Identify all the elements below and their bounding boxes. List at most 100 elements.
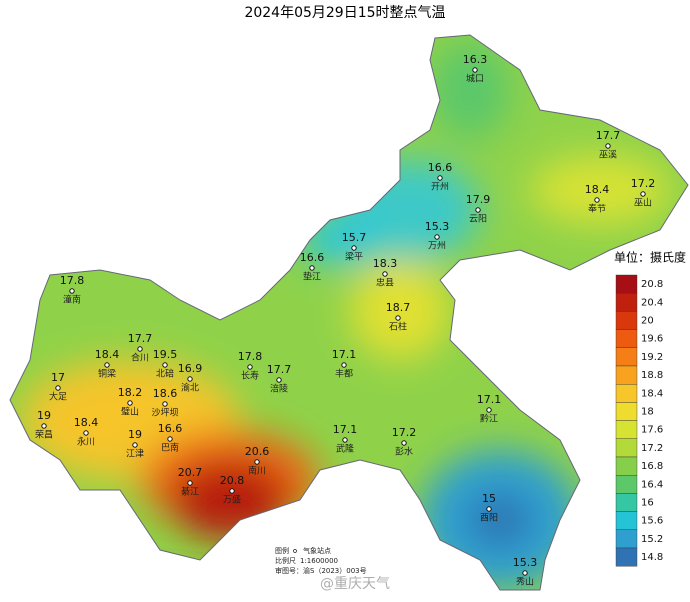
legend-tick: 17.6 [641, 425, 663, 436]
station-name: 石柱 [389, 321, 407, 333]
station-name: 黔江 [480, 413, 498, 425]
station-marker [187, 376, 193, 382]
scale: 1:1600000 [300, 557, 338, 565]
legend-tick: 16 [641, 498, 654, 509]
station-value: 17.8 [60, 274, 85, 287]
station-value: 19.5 [153, 348, 178, 361]
station-value: 17 [51, 371, 65, 384]
station-name: 垫江 [303, 271, 321, 283]
station-name: 梁平 [345, 251, 363, 263]
station-name: 酉阳 [480, 513, 498, 524]
station-value: 15.3 [425, 220, 450, 233]
station-name: 潼南 [63, 294, 81, 306]
station-name: 城口 [466, 74, 484, 85]
legend-tick: 14.8 [641, 552, 663, 563]
station-name: 忠县 [376, 278, 394, 289]
station-marker [605, 143, 611, 149]
station-value: 20.6 [245, 445, 270, 458]
station-name: 铜梁 [98, 368, 116, 380]
station-name: 巫溪 [599, 149, 617, 161]
legend-tick: 15.2 [641, 534, 663, 545]
station-name: 北碚 [156, 368, 174, 380]
station-marker [486, 407, 492, 413]
legend-swatch [615, 329, 638, 349]
station-value: 19 [37, 409, 51, 422]
station-value: 18.2 [118, 386, 143, 399]
station-name: 万州 [428, 241, 446, 252]
station-marker [254, 459, 260, 465]
station-name: 南川 [248, 465, 266, 477]
legend: 单位：摄氏度 20.8 20.4 20 19.6 19.2 18.8 18.4 18 17.6 1… [614, 250, 686, 567]
station-label: 气象站点 [303, 546, 331, 555]
station-value: 17.1 [332, 348, 357, 361]
station-marker [640, 191, 646, 197]
legend-tick: 15.6 [641, 516, 663, 527]
station-value: 16.3 [463, 53, 488, 66]
station-marker [382, 271, 388, 277]
station-marker [137, 346, 143, 352]
station-value: 18.6 [153, 387, 178, 400]
station-marker [69, 288, 75, 294]
station-name: 秀山 [516, 576, 534, 588]
station-value: 19 [128, 428, 142, 441]
station-marker [167, 436, 173, 442]
station-marker [104, 362, 110, 368]
station-value: 18.4 [74, 416, 99, 429]
station-marker [127, 400, 133, 406]
station-marker [162, 362, 168, 368]
station-name: 奉节 [588, 203, 606, 215]
station-value: 17.9 [466, 193, 491, 206]
legend-swatch [615, 311, 638, 330]
station-marker [55, 385, 61, 391]
station-name: 沙坪坝 [151, 408, 178, 419]
legend-swatch [615, 456, 638, 476]
station-value: 17.8 [238, 350, 263, 363]
legend-swatch [615, 384, 638, 403]
station-value: 17.2 [392, 426, 417, 439]
station-marker [486, 506, 492, 512]
legend-swatch [615, 438, 638, 458]
station-name: 巴南 [161, 442, 179, 454]
station-marker [522, 570, 528, 576]
station-marker [437, 175, 443, 181]
station-name: 开州 [431, 182, 449, 193]
stations: 16.3 城口 17.7 巫溪 16.6 开州 18.4 奉节 17.2 巫山 17.9 云阳 15.3… [35, 53, 655, 588]
legend-swatch [615, 365, 638, 385]
station-value: 17.7 [128, 332, 153, 345]
station-name: 綦江 [181, 486, 199, 498]
legend-swatch [615, 347, 638, 367]
station-name: 渝北 [181, 382, 199, 394]
station-value: 15.7 [342, 231, 367, 244]
station-marker [132, 442, 138, 448]
station-value: 17.1 [477, 393, 502, 406]
station-marker [434, 234, 440, 240]
legend-swatch [615, 493, 638, 512]
station-marker [247, 364, 253, 370]
station-name: 荣昌 [35, 429, 53, 441]
station-name: 长寿 [241, 370, 259, 382]
station-name: 丰都 [335, 368, 353, 380]
station-marker [594, 197, 600, 203]
watermark: @重庆天气 [320, 576, 390, 592]
station-value: 16.9 [178, 362, 203, 375]
station-name: 江津 [126, 449, 144, 460]
map-title: 2024年05月29日15时整点气温 [244, 5, 445, 21]
station-marker [472, 67, 478, 73]
scale-label: 比例尺 [275, 556, 296, 565]
station-value: 18.3 [373, 257, 398, 270]
legend-tick: 18 [641, 407, 654, 418]
station-marker [395, 315, 401, 321]
station-value: 16.6 [300, 251, 325, 264]
footer: 图例 气象站点 比例尺 1:1600000 审图号：渝S（2023）003号 @… [275, 546, 390, 592]
station-value: 15.3 [513, 556, 538, 569]
station-value: 17.2 [631, 177, 656, 190]
station-value: 18.4 [585, 183, 610, 196]
station-marker [341, 362, 347, 368]
legend-tick: 19.6 [641, 334, 663, 345]
station-name: 巫山 [634, 198, 652, 209]
station-name: 合川 [131, 352, 149, 364]
legend-swatch [615, 274, 638, 294]
legend-swatch [615, 511, 638, 531]
legend-tick: 16.8 [641, 461, 663, 472]
